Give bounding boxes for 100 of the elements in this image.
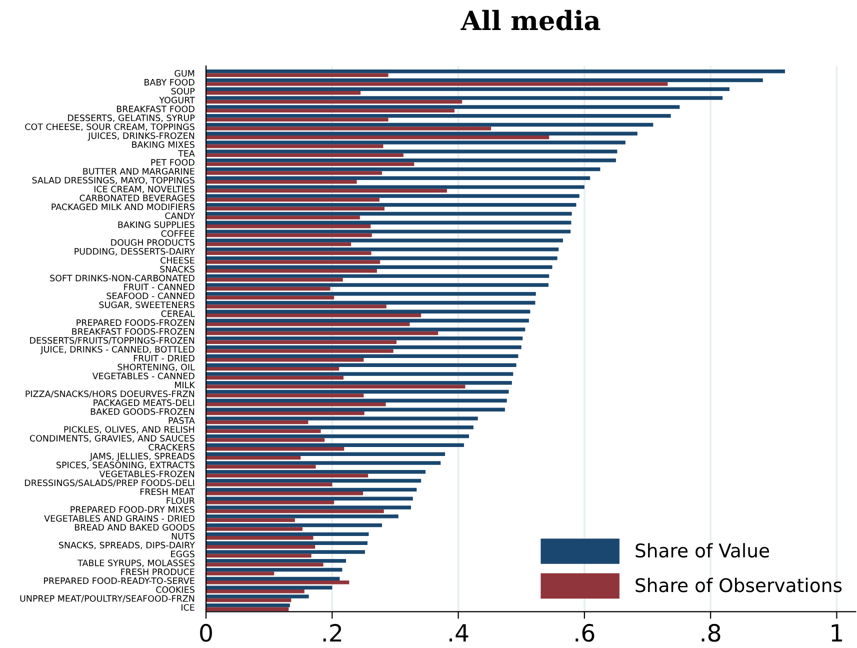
bar bbox=[206, 331, 438, 336]
bar bbox=[206, 238, 563, 242]
bar bbox=[206, 73, 388, 77]
bar bbox=[206, 230, 571, 234]
bar bbox=[206, 296, 334, 300]
bar bbox=[206, 607, 289, 611]
x-tick-label: .2 bbox=[323, 624, 342, 642]
y-tick-label: SPICES, SEASONING, EXTRACTS bbox=[56, 462, 194, 470]
y-tick-label: CRACKERS bbox=[148, 444, 194, 450]
y-tick-label: FRESH PRODUCE bbox=[121, 568, 194, 576]
bar bbox=[206, 260, 380, 264]
bar bbox=[206, 576, 340, 581]
bar bbox=[206, 167, 600, 172]
bar bbox=[206, 132, 638, 136]
y-tick-label: SNACKS bbox=[160, 266, 194, 272]
y-tick-label: BREAD AND BAKED GOODS bbox=[74, 524, 194, 531]
bar bbox=[206, 426, 474, 430]
bar bbox=[206, 509, 384, 514]
y-tick-label: DOUGH PRODUCTS bbox=[111, 239, 194, 246]
y-tick-label: PUDDING, DESSERTS-DAIRY bbox=[74, 248, 195, 256]
bar bbox=[206, 265, 552, 270]
y-tick-label: BREAKFAST FOOD bbox=[116, 106, 194, 112]
bar bbox=[206, 506, 411, 510]
bar bbox=[206, 108, 455, 113]
bar bbox=[206, 256, 558, 260]
bar bbox=[206, 384, 466, 388]
bar bbox=[206, 598, 292, 602]
x-tick-label: .8 bbox=[702, 624, 720, 642]
bar bbox=[206, 198, 380, 202]
bar bbox=[206, 114, 671, 118]
bar bbox=[206, 349, 394, 353]
bar bbox=[206, 416, 478, 420]
y-tick-label: PET FOOD bbox=[151, 159, 194, 166]
y-tick-label: FRUIT - CANNED bbox=[124, 284, 194, 290]
bar bbox=[206, 402, 386, 406]
bar bbox=[206, 140, 626, 144]
bar bbox=[206, 536, 314, 540]
bar bbox=[206, 376, 344, 380]
bar bbox=[206, 572, 274, 576]
bar bbox=[206, 158, 616, 162]
y-tick-label: PREPARED FOOD-DRY MIXES bbox=[70, 506, 194, 513]
bar bbox=[206, 269, 377, 273]
y-tick-label: JUICES, DRINKS-FROZEN bbox=[88, 132, 194, 141]
bar bbox=[206, 185, 584, 189]
bar bbox=[206, 420, 308, 424]
bar bbox=[206, 224, 371, 228]
bar bbox=[206, 283, 548, 287]
bar bbox=[206, 87, 730, 92]
bar bbox=[206, 394, 364, 398]
bar bbox=[206, 500, 334, 504]
bar bbox=[206, 452, 446, 456]
bar bbox=[206, 292, 536, 296]
bar bbox=[206, 153, 404, 158]
bar bbox=[206, 216, 360, 220]
bar bbox=[206, 568, 342, 572]
bar bbox=[206, 69, 785, 74]
y-tick-label: GUM bbox=[174, 70, 194, 77]
bar bbox=[206, 482, 332, 486]
y-tick-label: COT CHEESE, SOUR CREAM, TOPPINGS bbox=[25, 123, 194, 131]
bar bbox=[206, 478, 422, 483]
bar bbox=[206, 274, 550, 278]
bar bbox=[206, 180, 357, 184]
bar bbox=[206, 144, 384, 148]
bar bbox=[206, 340, 396, 344]
bar bbox=[206, 233, 372, 238]
bar bbox=[206, 322, 410, 326]
bar bbox=[206, 310, 530, 314]
bar bbox=[206, 82, 668, 86]
y-tick-label: PREPARED FOOD-READY-TO-SERVE bbox=[44, 577, 194, 584]
y-tick-label: BAKING MIXES bbox=[132, 141, 194, 148]
bar bbox=[206, 541, 368, 545]
y-tick-label: TABLE SYRUPS, MOLASSES bbox=[78, 560, 194, 568]
bar bbox=[206, 358, 364, 362]
bar bbox=[206, 514, 398, 518]
y-tick-label: CONDIMENTS, GRAVIES, AND SAUCES bbox=[30, 434, 194, 442]
y-tick-label: FRUIT - DRIED bbox=[134, 354, 194, 362]
y-tick-label: COFFEE bbox=[161, 230, 194, 237]
y-tick-label: BABY FOOD bbox=[144, 78, 194, 86]
bar bbox=[206, 100, 462, 104]
y-tick-label: BREAKFAST FOODS-FROZEN bbox=[72, 328, 194, 335]
y-tick-label: BUTTER AND MARGARINE bbox=[83, 168, 194, 175]
y-tick-label: DESSERTS, GELATINS, SYRUP bbox=[68, 114, 195, 122]
bar bbox=[206, 580, 350, 584]
y-tick-label: SEAFOOD - CANNED bbox=[106, 292, 194, 300]
bar bbox=[206, 314, 422, 318]
bar bbox=[206, 188, 447, 193]
bar bbox=[206, 496, 413, 500]
bar bbox=[206, 434, 470, 438]
bar bbox=[206, 372, 514, 376]
bar bbox=[206, 456, 301, 460]
y-tick-label: NUTS bbox=[172, 532, 194, 540]
bar bbox=[206, 398, 507, 403]
y-tick-label: SOFT DRINKS-NON-CARBONATED bbox=[50, 274, 194, 282]
y-tick-label: DESSERTS/FRUITS/TOPPINGS-FROZEN bbox=[30, 337, 194, 344]
y-tick-label: EGGS bbox=[171, 550, 194, 558]
bar bbox=[206, 194, 580, 198]
bar bbox=[206, 366, 340, 371]
bar bbox=[206, 447, 344, 451]
y-tick-label: SALAD DRESSINGS, MAYO, TOPPINGS bbox=[32, 176, 194, 184]
y-tick-label: PASTA bbox=[168, 417, 195, 424]
